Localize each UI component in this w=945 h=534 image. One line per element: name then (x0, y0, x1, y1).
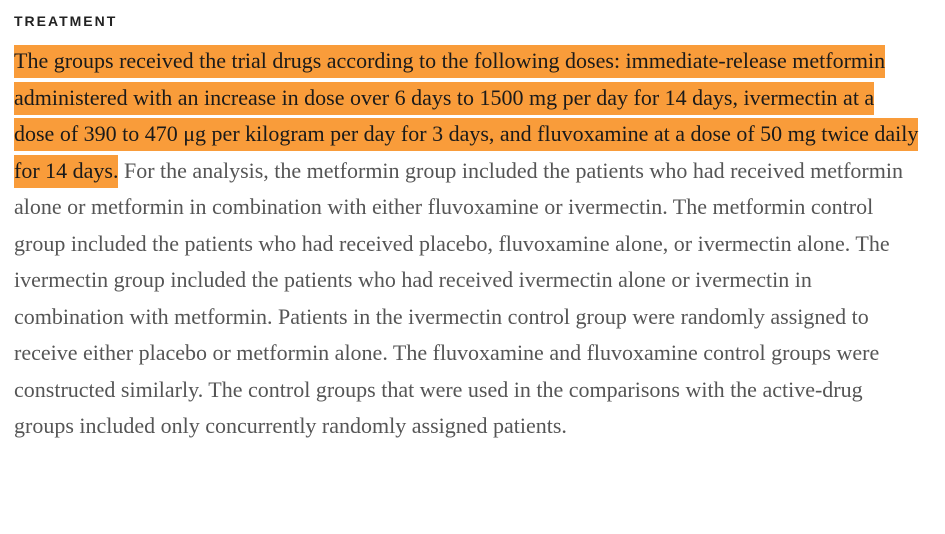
section-heading: TREATMENT (14, 13, 118, 29)
treatment-section: TREATMENT The groups received the trial … (14, 12, 919, 445)
paragraph-text[interactable]: For the analysis, the metformin group in… (14, 157, 903, 439)
treatment-paragraph: The groups received the trial drugs acco… (14, 43, 919, 445)
